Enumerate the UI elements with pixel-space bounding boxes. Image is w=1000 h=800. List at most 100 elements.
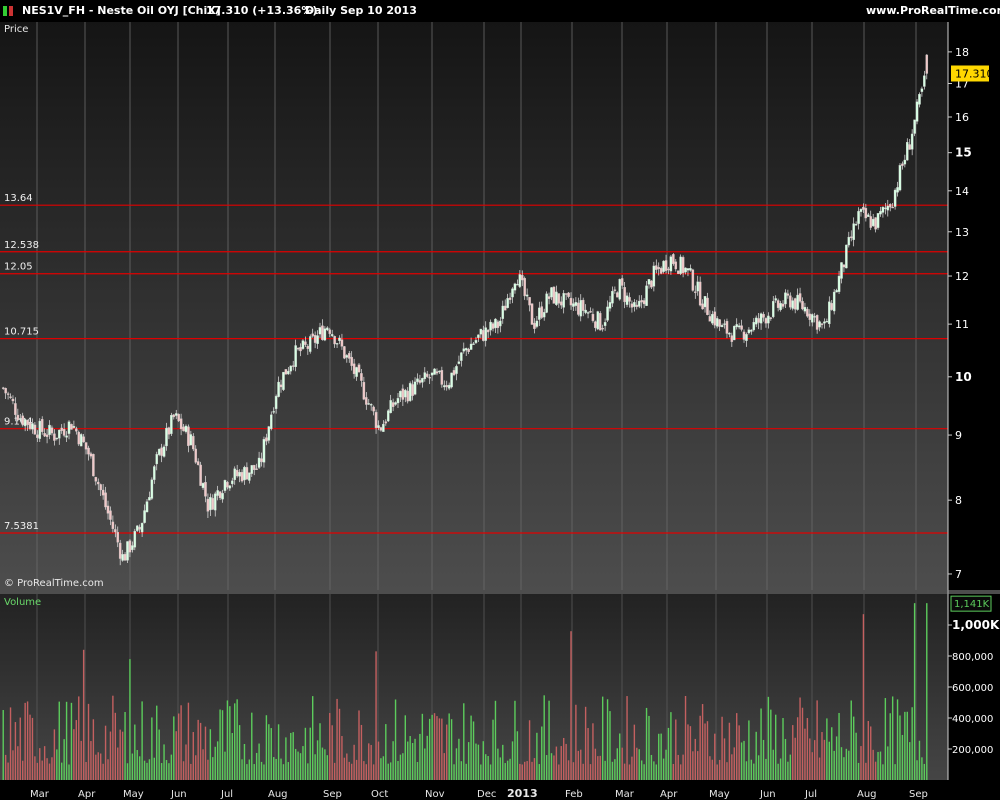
volume-bar [831, 727, 833, 780]
candle-body [321, 325, 324, 340]
volume-bar [711, 759, 714, 780]
volume-bar [258, 743, 260, 780]
candle-body [815, 315, 819, 330]
candle-body [43, 433, 46, 437]
volume-bar [433, 713, 436, 780]
volume-bar [214, 746, 216, 780]
candle-body [189, 434, 193, 446]
volume-bar [913, 603, 916, 780]
x-tick-label-jun: Jun [170, 789, 187, 800]
candle-body [55, 437, 59, 440]
x-tick-label-apr: Apr [660, 789, 678, 800]
candle-body [538, 307, 541, 320]
candle-body [240, 472, 244, 482]
candle-body [913, 119, 916, 134]
candle-body [114, 529, 117, 533]
volume-bar [643, 764, 645, 780]
candle-body [849, 236, 853, 239]
candle-body [243, 466, 246, 481]
candle-body [918, 94, 921, 105]
candle-body [740, 325, 743, 330]
candle-body [628, 297, 631, 302]
volume-bar [597, 756, 599, 780]
volume-bar [156, 705, 158, 780]
volume-bar [29, 714, 31, 780]
candle-body [501, 305, 505, 319]
candle-body [70, 424, 73, 430]
candle-body [172, 414, 176, 418]
candle-body [121, 554, 124, 561]
volume-bar [645, 707, 648, 780]
volume-bar [31, 717, 34, 780]
volume-bar [109, 731, 112, 780]
volume-bar [87, 703, 90, 780]
x-tick-label-2013: 2013 [507, 787, 538, 800]
volume-bar [884, 698, 887, 780]
candle-body [681, 257, 685, 274]
candle-body [187, 426, 190, 446]
volume-bar [828, 741, 831, 780]
candle-body [879, 210, 882, 215]
volume-bar [718, 759, 721, 780]
volume-bar [848, 750, 850, 780]
volume-bar [416, 761, 419, 780]
candle-body [60, 427, 63, 431]
volume-bar [485, 754, 487, 780]
candle-body [250, 465, 254, 474]
candle-body [769, 317, 773, 319]
candle-body [830, 303, 833, 310]
volume-bar [70, 702, 73, 780]
volume-bar [877, 751, 879, 780]
volume-bar [229, 706, 231, 780]
candle-body [1, 387, 5, 389]
candle-body [674, 261, 678, 270]
candle-body [720, 325, 724, 328]
volume-bar [562, 737, 565, 780]
candle-body [623, 287, 626, 303]
volume-bar [716, 764, 718, 780]
candle-body [823, 321, 826, 324]
candle-body [6, 393, 10, 395]
candle-body [781, 303, 785, 307]
candle-body [33, 424, 37, 435]
volume-bar [160, 763, 163, 780]
candle-body [757, 318, 760, 323]
candle-body [832, 291, 836, 312]
candle-body [270, 414, 273, 430]
candle-body [786, 293, 790, 296]
volume-bar [26, 701, 29, 780]
volume-bar [380, 758, 382, 780]
candle-body [323, 328, 327, 341]
candle-body [316, 335, 319, 344]
candle-body [282, 371, 285, 390]
volume-bar [404, 715, 406, 780]
volume-bar [460, 761, 463, 780]
x-tick-label-dec: Dec [477, 789, 496, 800]
candle-body [372, 406, 375, 412]
site-link[interactable]: www.ProRealTime.com [866, 4, 1000, 17]
volume-bar [628, 764, 631, 780]
candle-body [484, 327, 487, 341]
volume-bar [90, 741, 92, 780]
candle-body [206, 498, 210, 512]
volume-bar [392, 741, 394, 780]
volume-bar [146, 762, 148, 780]
volume-bar [377, 741, 380, 780]
candle-body [828, 301, 831, 325]
candle-body [128, 540, 132, 553]
price-panel-label: Price [4, 24, 28, 35]
volume-bar [299, 753, 302, 780]
candle-body [903, 159, 907, 165]
copyright-text: © ProRealTime.com [4, 578, 104, 589]
x-tick-label-jun: Jun [759, 789, 776, 800]
candle-body [21, 415, 24, 426]
volume-bar [577, 750, 580, 780]
candle-body [888, 204, 892, 208]
volume-bar [58, 701, 60, 780]
candle-body [328, 329, 332, 334]
candle-body [28, 422, 32, 429]
candle-body [160, 447, 163, 456]
volume-bar [731, 754, 733, 780]
candle-body [847, 236, 851, 246]
volume-bar [419, 733, 421, 780]
